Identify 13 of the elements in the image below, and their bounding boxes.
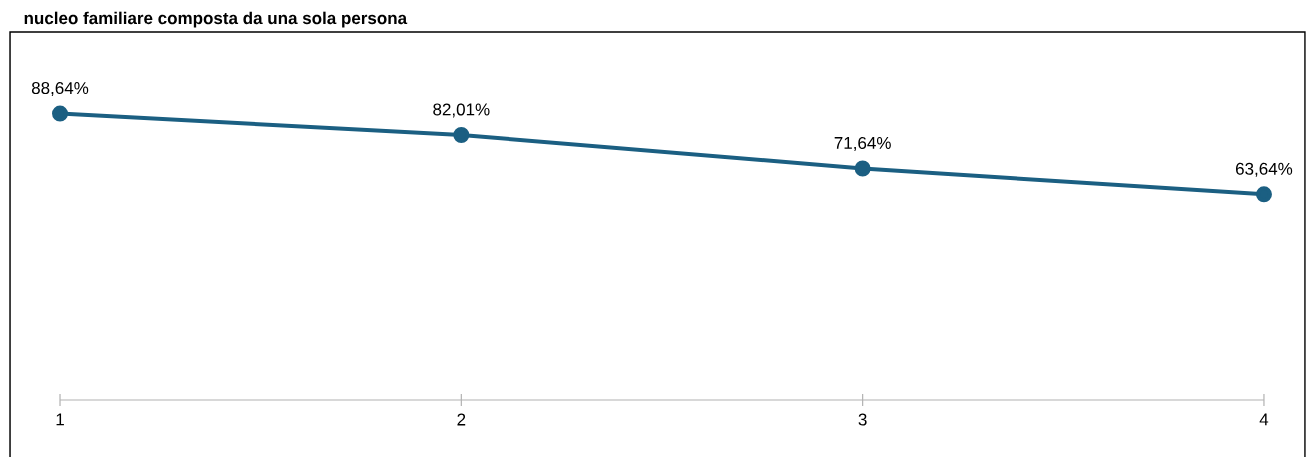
point [854,160,871,177]
data-label: 71,64% [834,136,891,151]
x-tick-label: 1 [56,413,64,426]
point [1255,186,1272,203]
point [453,127,470,144]
x-tick-label: 2 [457,413,466,426]
data-label: 82,01% [433,103,490,118]
point [52,105,69,122]
chart-title: nucleo familiare composta da una sola persona [24,11,408,28]
x-tick-label: 3 [858,413,867,426]
data-label: 63,64% [1235,162,1293,177]
data-label: 88,64% [31,82,89,97]
x-tick-label: 4 [1259,413,1269,426]
